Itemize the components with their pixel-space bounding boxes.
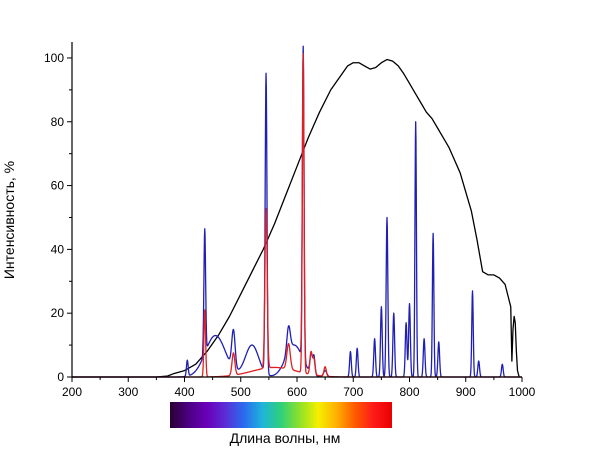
x-tick-label-200: 200: [62, 385, 82, 399]
y-tick-label-100: 100: [44, 51, 64, 65]
x-tick-label-400: 400: [174, 385, 194, 399]
x-tick-label-300: 300: [118, 385, 138, 399]
y-tick-label-0: 0: [57, 370, 64, 384]
colorbar-gradient: [170, 402, 392, 428]
x-tick-label-1000: 1000: [509, 385, 536, 399]
y-tick-label-20: 20: [51, 306, 65, 320]
x-tick-label-500: 500: [231, 385, 251, 399]
x-tick-label-800: 800: [399, 385, 419, 399]
spectrum-colorbar: [170, 402, 392, 428]
x-tick-label-900: 900: [456, 385, 476, 399]
y-tick-label-80: 80: [51, 115, 65, 129]
y-tick-label-40: 40: [51, 242, 65, 256]
x-axis-title: Длина волны, нм: [230, 430, 341, 446]
plot-area: [72, 42, 522, 377]
ticks-layer: 200 300 400 500 600 700 800 900 1000 0 20 40 60 80 100: [44, 51, 536, 399]
x-tick-label-600: 600: [287, 385, 307, 399]
x-tick-label-700: 700: [343, 385, 363, 399]
y-tick-label-60: 60: [51, 179, 65, 193]
y-axis-title: Интенсивность, %: [1, 161, 17, 279]
series-line-0: [72, 58, 520, 378]
